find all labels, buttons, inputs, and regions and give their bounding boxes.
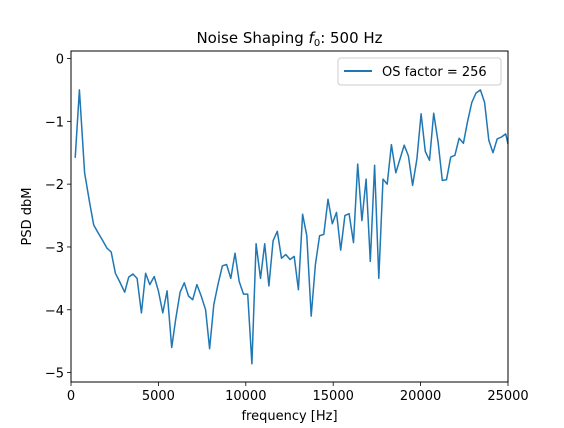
x-tick-label: 5000	[142, 389, 175, 404]
x-tick-label: 15000	[313, 389, 354, 404]
x-tick-label: 0	[67, 389, 75, 404]
y-axis-label: PSD dbM	[20, 188, 35, 246]
y-tick-label: −4	[45, 304, 64, 319]
legend-label: OS factor = 256	[382, 65, 487, 80]
y-tick-label: −1	[45, 115, 64, 130]
chart-title-subscript: 0	[314, 38, 320, 49]
chart-title-symbol: f	[309, 29, 317, 47]
x-tick-label: 25000	[487, 389, 528, 404]
x-axis-ticks: 0 5000 10000 15000 20000 25000	[67, 382, 529, 404]
y-tick-label: 0	[56, 53, 64, 68]
x-axis-label: frequency [Hz]	[241, 409, 337, 424]
x-tick-label: 10000	[225, 389, 266, 404]
y-tick-label: −2	[45, 178, 64, 193]
x-tick-label: 20000	[400, 389, 441, 404]
y-axis-ticks: 0 −1 −2 −3 −4 −5	[45, 53, 71, 382]
legend: OS factor = 256	[337, 57, 502, 86]
y-tick-label: −3	[45, 241, 64, 256]
chart-title-suffix: : 500 Hz	[320, 29, 382, 47]
chart-title: Noise Shaping f0: 500 Hz	[196, 29, 382, 49]
plot-frame	[70, 50, 509, 383]
plot-layer	[74, 89, 509, 365]
legend-box	[337, 57, 502, 86]
chart-title-prefix: Noise Shaping	[196, 29, 308, 47]
y-tick-label: −5	[45, 367, 64, 382]
series-line-0	[74, 89, 509, 365]
